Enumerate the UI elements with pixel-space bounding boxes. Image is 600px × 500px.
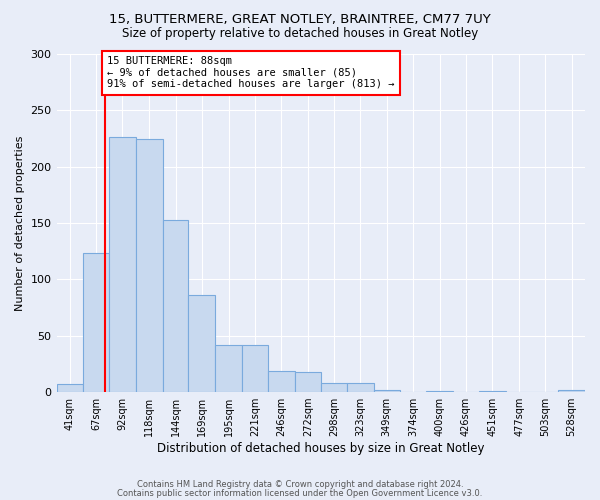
Bar xyxy=(347,383,374,392)
Y-axis label: Number of detached properties: Number of detached properties xyxy=(15,136,25,310)
Text: 15 BUTTERMERE: 88sqm
← 9% of detached houses are smaller (85)
91% of semi-detach: 15 BUTTERMERE: 88sqm ← 9% of detached ho… xyxy=(107,56,395,90)
Text: 15, BUTTERMERE, GREAT NOTLEY, BRAINTREE, CM77 7UY: 15, BUTTERMERE, GREAT NOTLEY, BRAINTREE,… xyxy=(109,12,491,26)
Bar xyxy=(321,383,347,392)
X-axis label: Distribution of detached houses by size in Great Notley: Distribution of detached houses by size … xyxy=(157,442,485,455)
Bar xyxy=(558,390,585,392)
Bar xyxy=(163,220,188,392)
Text: Size of property relative to detached houses in Great Notley: Size of property relative to detached ho… xyxy=(122,28,478,40)
Bar xyxy=(374,390,400,392)
Bar xyxy=(136,138,163,392)
Bar xyxy=(242,345,268,392)
Text: Contains HM Land Registry data © Crown copyright and database right 2024.: Contains HM Land Registry data © Crown c… xyxy=(137,480,463,489)
Bar xyxy=(479,391,506,392)
Bar xyxy=(83,254,109,392)
Bar xyxy=(427,391,453,392)
Bar xyxy=(215,345,242,392)
Bar xyxy=(56,384,83,392)
Bar xyxy=(268,370,295,392)
Bar xyxy=(188,295,215,392)
Text: Contains public sector information licensed under the Open Government Licence v3: Contains public sector information licen… xyxy=(118,489,482,498)
Bar xyxy=(109,138,136,392)
Bar xyxy=(295,372,321,392)
